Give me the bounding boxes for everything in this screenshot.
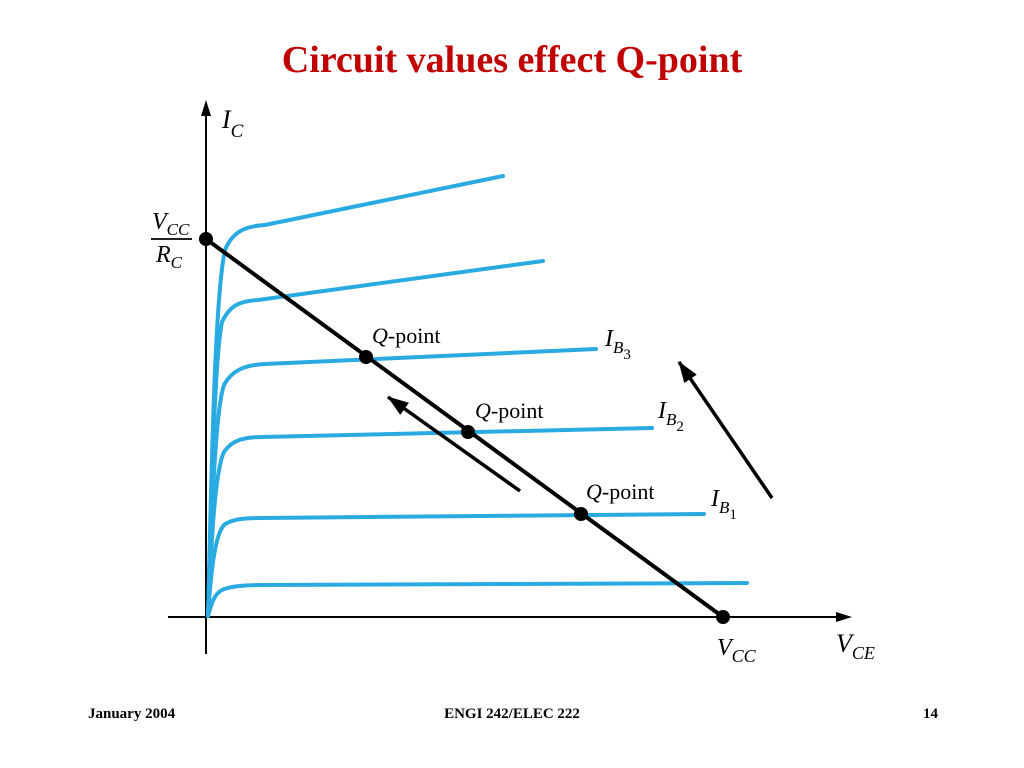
load-line-direction-arrow-icon: [386, 395, 522, 493]
q-point-2: [461, 425, 475, 439]
footer-course: ENGI 242/ELEC 222: [444, 706, 580, 722]
q-point-3: [574, 507, 588, 521]
curve-ib6: [206, 174, 505, 618]
ib1-label: IB1: [710, 486, 737, 523]
curve-ib2: [206, 512, 706, 618]
ib3-label: IB3: [604, 326, 631, 363]
y-axis-label: IC: [221, 105, 244, 142]
vcc-over-rc-denominator: RC: [155, 242, 183, 272]
q-point-label-3: Q-point: [586, 479, 654, 504]
q-point-label-2: Q-point: [475, 398, 543, 423]
footer-page-number: 14: [923, 706, 938, 722]
vcc-label: VCC: [717, 635, 757, 666]
footer-date: January 2004: [88, 706, 176, 722]
vcc-over-rc-numerator: VCC: [152, 209, 190, 239]
q-point-label-1: Q-point: [372, 323, 440, 348]
load-line-top-point: [199, 232, 213, 246]
curve-ib3: [206, 426, 654, 618]
q-point-1: [359, 350, 373, 364]
slide-title: Circuit values effect Q-point: [281, 39, 743, 81]
ib2-label: IB2: [657, 398, 684, 435]
x-axis-arrow-icon: [836, 612, 852, 622]
y-axis-arrow-icon: [201, 100, 211, 116]
curve-ib1: [206, 581, 749, 618]
load-line-bottom-point: [716, 610, 730, 624]
x-axis-label: VCE: [836, 629, 875, 663]
curve-shift-arrow-icon: [677, 361, 774, 499]
